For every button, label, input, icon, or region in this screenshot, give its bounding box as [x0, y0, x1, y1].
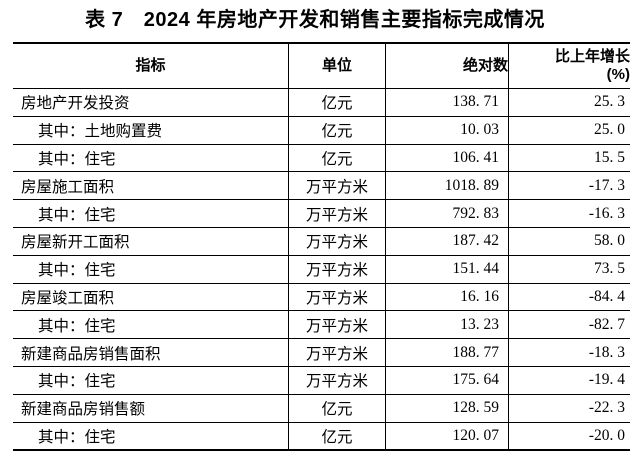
cell-growth: 73. 5 — [508, 255, 630, 284]
table-header: 指标 单位 绝对数 比上年增长 (%) — [13, 43, 630, 89]
cell-growth: -16. 3 — [508, 199, 630, 228]
cell-unit: 亿元 — [288, 422, 386, 451]
cell-growth: -82. 7 — [508, 310, 630, 340]
cell-absolute: 120. 07 — [385, 422, 509, 451]
header-unit: 单位 — [288, 43, 386, 89]
table-row: 其中：住宅 亿元 120. 07 -20. 0 — [13, 422, 630, 451]
cell-indicator: 其中：土地购置费 — [13, 116, 289, 145]
cell-indicator: 其中：住宅 — [13, 366, 289, 395]
table-row: 房地产开发投资 亿元 138. 71 25. 3 — [13, 88, 630, 117]
cell-absolute: 106. 41 — [385, 144, 509, 173]
header-growth-line1: 比上年增长 — [554, 48, 630, 65]
cell-absolute: 138. 71 — [385, 88, 509, 117]
cell-unit: 万平方米 — [288, 199, 386, 228]
table-row: 其中：土地购置费 亿元 10. 03 25. 0 — [13, 116, 630, 145]
cell-unit: 亿元 — [288, 394, 386, 423]
header-growth: 比上年增长 (%) — [508, 43, 630, 89]
cell-indicator: 房屋新开工面积 — [13, 227, 289, 256]
cell-unit: 亿元 — [288, 144, 386, 173]
cell-growth: -84. 4 — [508, 283, 630, 312]
cell-unit: 万平方米 — [288, 310, 386, 340]
cell-growth: -20. 0 — [588, 426, 625, 444]
table-body: 房地产开发投资 亿元 138. 71 25. 3 其中：土地购置费 亿元 10.… — [13, 88, 630, 451]
cell-unit: 亿元 — [288, 116, 386, 145]
cell-unit: 万平方米 — [288, 255, 386, 284]
cell-absolute: 188. 77 — [385, 338, 509, 367]
cell-growth: 58. 0 — [508, 227, 630, 256]
cell-unit: 万平方米 — [288, 338, 386, 367]
cell-unit: 万平方米 — [288, 283, 386, 312]
header-growth-line2: (%) — [606, 66, 630, 83]
cell-indicator: 房屋竣工面积 — [13, 283, 289, 312]
table-row: 新建商品房销售面积 万平方米 188. 77 -18. 3 — [13, 338, 630, 367]
cell-indicator: 其中：住宅 — [13, 144, 289, 173]
cell-indicator: 新建商品房销售额 — [13, 394, 289, 423]
cell-absolute: 16. 16 — [385, 283, 509, 312]
table-row: 其中：住宅 万平方米 792. 83 -16. 3 — [13, 199, 630, 228]
cell-absolute: 175. 64 — [385, 366, 509, 395]
cell-growth: -18. 3 — [508, 338, 630, 367]
cell-growth: 25. 3 — [508, 88, 630, 117]
header-row: 指标 单位 绝对数 比上年增长 (%) — [13, 43, 630, 89]
table-title: 表 7 2024 年房地产开发和销售主要指标完成情况 — [85, 9, 545, 31]
cell-indicator: 其中：住宅 — [13, 422, 289, 451]
table-row: 其中：住宅 亿元 106. 41 15. 5 — [13, 144, 630, 173]
cell-absolute: 13. 23 — [385, 310, 509, 340]
table-row: 房屋竣工面积 万平方米 16. 16 -84. 4 — [13, 283, 630, 312]
cell-unit: 万平方米 — [288, 171, 386, 201]
cell-absolute: 151. 44 — [385, 255, 509, 284]
header-indicator: 指标 — [13, 43, 289, 89]
cell-growth: -19. 4 — [508, 366, 630, 395]
header-absolute: 绝对数 — [385, 43, 509, 89]
cell-indicator: 其中：住宅 — [13, 199, 289, 228]
cell-absolute: 792. 83 — [385, 199, 509, 228]
table-row: 房屋施工面积 万平方米 1018. 89 -17. 3 — [13, 171, 630, 201]
cell-growth: -17. 3 — [508, 171, 630, 201]
cell-absolute: 187. 42 — [385, 227, 509, 256]
cell-absolute: 1018. 89 — [385, 171, 509, 201]
cell-indicator: 新建商品房销售面积 — [13, 338, 289, 367]
cell-indicator: 房屋施工面积 — [13, 171, 289, 201]
table-row: 房屋新开工面积 万平方米 187. 42 58. 0 — [13, 227, 630, 256]
table-row: 其中：住宅 万平方米 175. 64 -19. 4 — [13, 366, 630, 395]
cell-growth: 15. 5 — [508, 144, 630, 173]
cell-absolute: 128. 59 — [385, 394, 509, 423]
cell-unit: 万平方米 — [288, 227, 386, 256]
cell-growth: 25. 0 — [508, 116, 630, 145]
document-page: 表 7 2024 年房地产开发和销售主要指标完成情况 指标 单位 绝对数 比上年… — [0, 7, 630, 465]
cell-unit: 亿元 — [288, 88, 386, 117]
indicators-table: 指标 单位 绝对数 比上年增长 (%) 房地产开发投资 亿元 138. 71 25… — [13, 42, 630, 452]
cell-indicator: 房地产开发投资 — [13, 88, 289, 117]
cell-indicator: 其中：住宅 — [13, 255, 289, 284]
table-row: 其中：住宅 万平方米 13. 23 -82. 7 — [13, 310, 630, 340]
cell-indicator: 其中：住宅 — [13, 310, 289, 340]
table-row: 新建商品房销售额 亿元 128. 59 -22. 3 — [13, 394, 630, 423]
table-row: 其中：住宅 万平方米 151. 44 73. 5 — [13, 255, 630, 284]
cell-absolute: 10. 03 — [385, 116, 509, 145]
cell-growth: -22. 3 — [508, 394, 630, 423]
cell-unit: 万平方米 — [288, 366, 386, 395]
